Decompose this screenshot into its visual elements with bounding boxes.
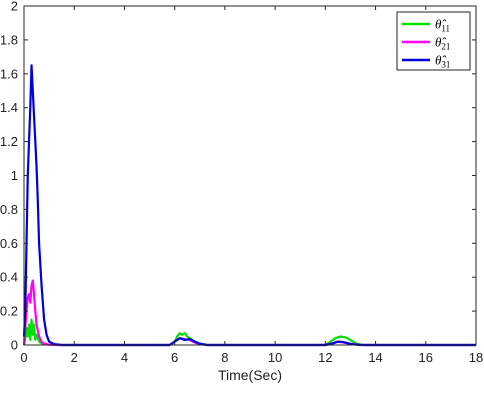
y-tick-label: 1 (11, 168, 18, 183)
x-tick-label: 16 (419, 350, 433, 365)
x-tick-label: 2 (71, 350, 78, 365)
x-tick-label: 14 (368, 350, 382, 365)
x-tick-label: 4 (121, 350, 128, 365)
y-tick-label: 1.4 (0, 100, 18, 115)
x-tick-label: 0 (20, 350, 27, 365)
series-line-1 (22, 318, 476, 347)
x-axis-title: Time(Sec) (218, 367, 282, 383)
y-tick-label: 2 (11, 0, 18, 14)
y-tick-label: 0.6 (0, 236, 18, 251)
x-tick-label: 6 (171, 350, 178, 365)
x-tick-label: 18 (469, 350, 483, 365)
legend: θ̂11θ̂21θ̂31 (396, 11, 471, 71)
y-tick-label: 1.2 (0, 134, 18, 149)
series-line-3 (22, 64, 476, 347)
y-tick-label: 1.8 (0, 32, 18, 47)
legend-label-3: θ̂31 (435, 53, 450, 70)
y-tick-label: 0.2 (0, 304, 18, 319)
y-tick-label: 0.4 (0, 270, 18, 285)
y-tick-label: 1.6 (0, 66, 18, 81)
y-tick-label: 0 (11, 338, 18, 353)
legend-label-2: θ̂21 (435, 35, 450, 52)
x-tick-label: 10 (268, 350, 282, 365)
legend-label-1: θ̂11 (435, 17, 450, 34)
y-tick-label: 0.8 (0, 202, 18, 217)
axes (23, 5, 477, 346)
tick-labels: 0 2 4 6 8 10 12 14 16 18 0 0.2 0.4 0.6 0.8 1 1.2 1.4 1.6 1.… (0, 0, 483, 365)
x-tick-label: 12 (318, 350, 332, 365)
x-tick-label: 8 (221, 350, 228, 365)
